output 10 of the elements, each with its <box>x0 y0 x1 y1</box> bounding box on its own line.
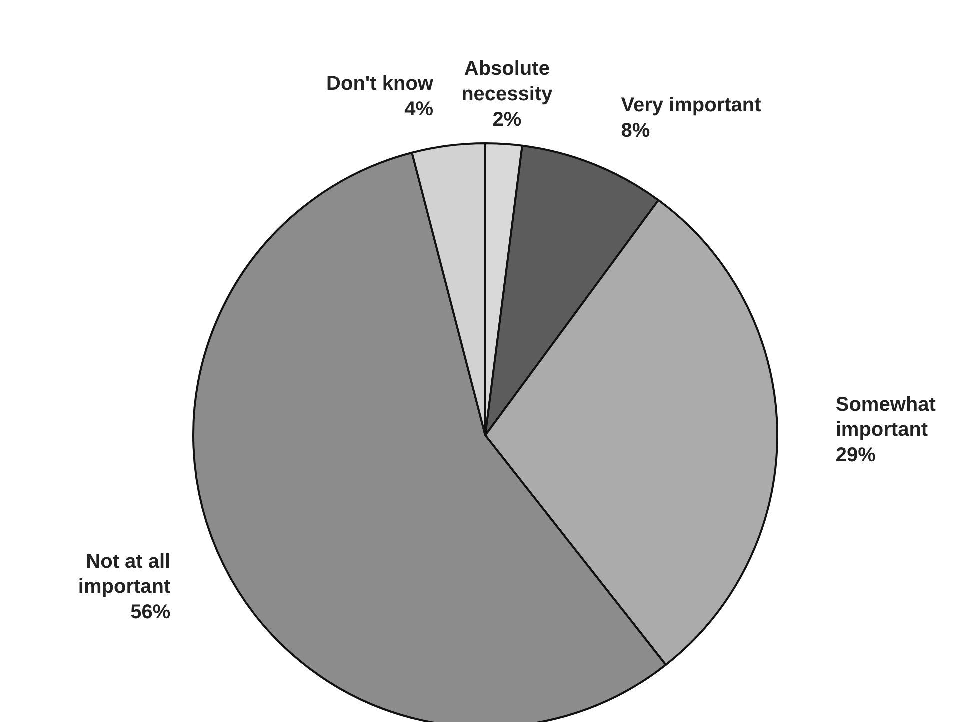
data-label: 29% <box>836 444 876 466</box>
slice-label: Not at all important <box>78 550 171 598</box>
slice-label: Don't know <box>326 72 434 95</box>
data-label: 8% <box>621 120 650 142</box>
slice-label: Very important <box>621 94 762 117</box>
slice-label: Absolute necessity <box>462 58 554 106</box>
slice-label: Somewhat important <box>836 394 936 442</box>
data-label: 2% <box>492 108 522 131</box>
data-label: 4% <box>404 98 434 120</box>
data-label: 56% <box>130 602 171 624</box>
